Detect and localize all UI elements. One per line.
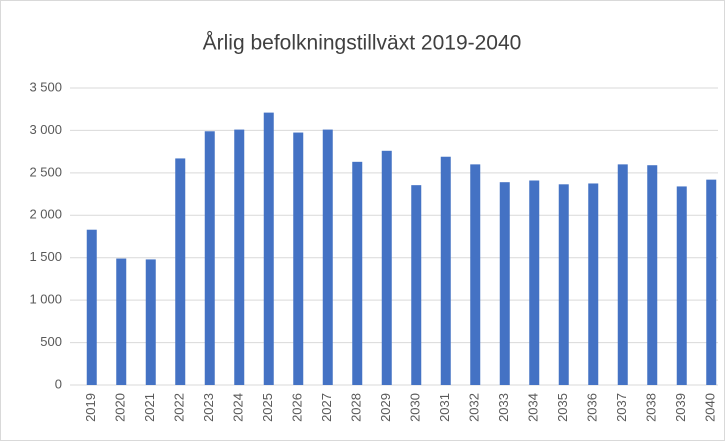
bar [175,158,186,385]
bar [263,112,274,385]
x-tick-label: 2029 [378,393,393,422]
x-tick-label: 2022 [172,393,187,422]
y-tick-label: 1 500 [29,249,62,264]
x-tick-label: 2023 [201,393,216,422]
bar [322,129,333,385]
y-tick-label: 2 500 [29,164,62,179]
bar [411,185,422,385]
bar [381,150,392,385]
bar [676,186,687,385]
y-tick-label: 500 [40,334,62,349]
x-tick-label: 2030 [408,393,423,422]
bar [588,183,599,385]
x-tick-label: 2037 [614,393,629,422]
bar [647,165,658,385]
bar [499,182,510,385]
x-tick-label: 2032 [467,393,482,422]
x-tick-label: 2020 [113,393,128,422]
x-tick-label: 2025 [260,393,275,422]
x-tick-label: 2031 [437,393,452,422]
bar [234,129,245,385]
x-tick-label: 2040 [703,393,718,422]
x-tick-label: 2038 [644,393,659,422]
bar [440,156,451,385]
bar [529,180,540,385]
y-tick-label: 1 000 [29,292,62,307]
x-tick-label: 2021 [142,393,157,422]
y-tick-label: 3 000 [29,122,62,137]
bar [470,164,481,385]
bar [86,229,97,385]
x-tick-label: 2033 [496,393,511,422]
x-tick-label: 2036 [585,393,600,422]
x-tick-label: 2028 [349,393,364,422]
y-tick-label: 3 500 [29,79,62,94]
bar [706,179,717,385]
chart-title: Årlig befolkningstillväxt 2019-2040 [203,32,522,55]
x-tick-label: 2027 [319,393,334,422]
bar [352,161,363,385]
y-tick-label: 2 000 [29,207,62,222]
x-tick-label: 2039 [673,393,688,422]
bar [145,259,156,385]
bar [617,164,628,385]
x-tick-label: 2024 [231,393,246,422]
x-tick-label: 2035 [555,393,570,422]
x-tick-label: 2019 [83,393,98,422]
bar [293,132,304,385]
bar [116,258,127,385]
x-tick-label: 2034 [526,393,541,422]
x-tick-label: 2026 [290,393,305,422]
bar [558,184,569,385]
bar [204,131,215,385]
y-tick-label: 0 [55,376,62,391]
